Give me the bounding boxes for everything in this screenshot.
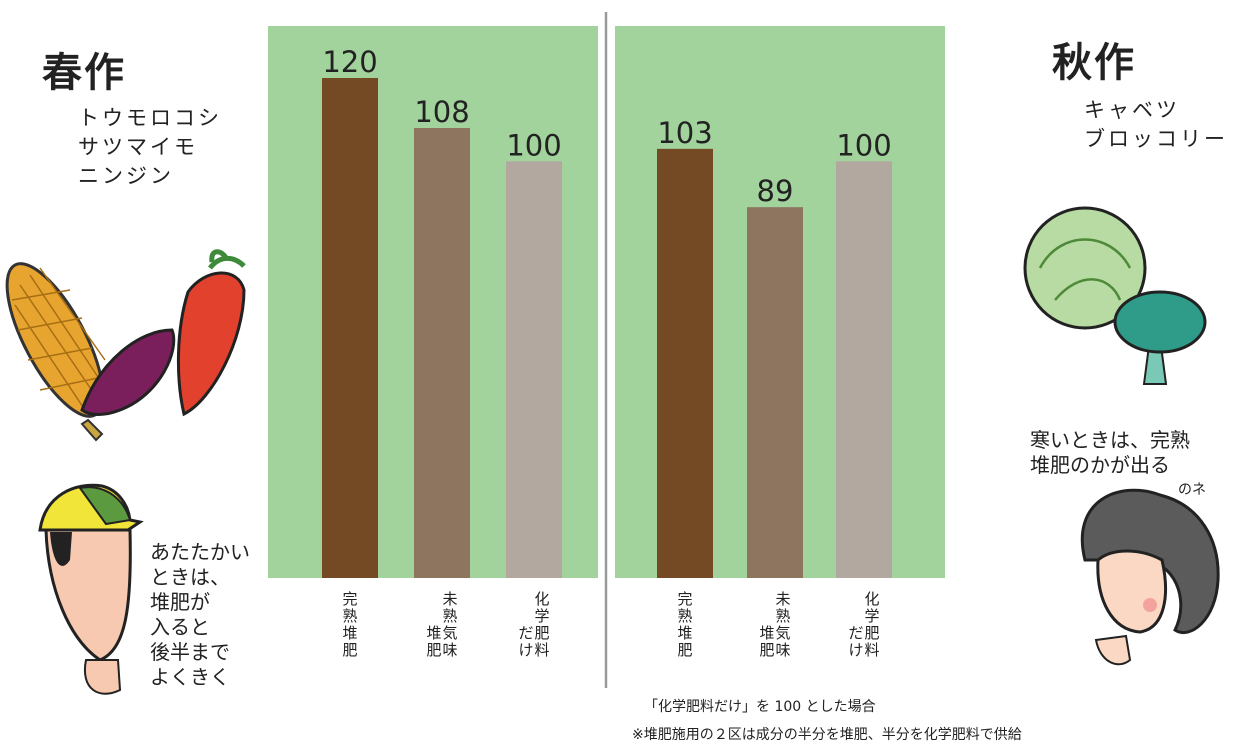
autumn-bar-2 xyxy=(747,207,803,578)
category-char: 化 xyxy=(534,590,549,608)
category-char: 熟 xyxy=(677,607,692,625)
spring-bar-1 xyxy=(322,78,378,578)
category-char: 未 xyxy=(775,590,790,608)
footnote-base: 「化学肥料だけ」を 100 とした場合 xyxy=(644,699,876,715)
category-char: け xyxy=(518,641,533,659)
autumn-crop-item: ブロッコリー xyxy=(1084,127,1228,151)
category-char: 化 xyxy=(864,590,879,608)
autumn-value-label-2: 89 xyxy=(757,174,794,208)
autumn-bar-1 xyxy=(657,148,713,579)
category-char: 熟 xyxy=(442,607,457,625)
category-char: 料 xyxy=(864,641,879,659)
category-char: 味 xyxy=(775,641,790,659)
spring-note: あたたかい ときは、 堆肥が 入ると 後半まで よくきく xyxy=(150,540,250,690)
spring-title: 春作 xyxy=(42,49,126,96)
autumn-category-label-3: 化学肥料だけ xyxy=(848,590,879,659)
autumn-bar-3 xyxy=(836,161,892,579)
carrot-icon xyxy=(176,249,246,417)
category-char: 肥 xyxy=(342,641,357,659)
category-char: だ xyxy=(518,624,533,642)
category-char: 気 xyxy=(775,624,790,642)
category-char: 完 xyxy=(342,590,357,608)
category-char: 学 xyxy=(534,607,549,625)
autumn-crop-item: キャベツ xyxy=(1084,98,1180,122)
spring-note-line: 後半まで xyxy=(150,640,230,664)
autumn-value-label-3: 100 xyxy=(836,128,891,162)
spring-note-line: 入ると xyxy=(150,615,210,639)
spring-crop-item: ニンジン xyxy=(78,164,174,188)
category-char: 料 xyxy=(534,641,549,659)
spring-category-label-3: 化学肥料だけ xyxy=(518,590,549,659)
category-char: 肥 xyxy=(677,641,692,659)
category-char: 肥 xyxy=(426,641,441,659)
spring-crop-item: トウモロコシ xyxy=(78,106,222,130)
autumn-note-line: 寒いときは、完熟 xyxy=(1030,428,1190,452)
broccoli-icon xyxy=(1113,290,1207,385)
spring-note-line: ときは、 xyxy=(150,565,230,589)
category-char: 未 xyxy=(442,590,457,608)
category-char: 堆 xyxy=(759,624,774,642)
spring-value-label-3: 100 xyxy=(506,128,561,162)
category-char: 肥 xyxy=(534,624,549,642)
autumn-note: 寒いときは、完熟 堆肥のかが出る のネ xyxy=(1030,428,1206,503)
category-char: 堆 xyxy=(426,624,441,642)
category-char: け xyxy=(848,641,863,659)
woman-illustration xyxy=(1080,488,1220,666)
category-char: 学 xyxy=(864,607,879,625)
category-char: 味 xyxy=(442,641,457,659)
autumn-note-line: 堆肥のかが出る xyxy=(1030,453,1170,477)
category-char: 肥 xyxy=(759,641,774,659)
footnote-method: ※堆肥施用の２区は成分の半分を堆肥、半分を化学肥料で供給 xyxy=(632,727,1022,743)
category-char: 堆 xyxy=(342,624,357,642)
spring-note-line: あたたかい xyxy=(150,540,250,564)
category-char: 堆 xyxy=(677,624,692,642)
category-char: だ xyxy=(848,624,863,642)
autumn-title: 秋作 xyxy=(1052,39,1136,86)
spring-crop-item: サツマイモ xyxy=(78,135,198,159)
sweet-potato-icon xyxy=(80,328,176,416)
category-char: 肥 xyxy=(864,624,879,642)
category-char: 気 xyxy=(442,624,457,642)
autumn-value-label-1: 103 xyxy=(657,116,712,150)
spring-bar-3 xyxy=(506,161,562,579)
spring-value-label-1: 120 xyxy=(322,45,377,79)
spring-note-line: よくきく xyxy=(150,665,230,689)
autumn-crop-list: キャベツ ブロッコリー xyxy=(1084,96,1228,154)
spring-crop-list: トウモロコシ サツマイモ ニンジン xyxy=(78,104,222,191)
farmer-illustration xyxy=(38,483,144,695)
spring-bar-2 xyxy=(414,128,470,578)
category-char: 完 xyxy=(677,590,692,608)
cabbage-icon xyxy=(1023,206,1147,330)
autumn-note-line: のネ xyxy=(1178,482,1206,498)
spring-value-label-2: 108 xyxy=(414,95,469,129)
spring-note-line: 堆肥が xyxy=(150,590,210,614)
category-char: 熟 xyxy=(775,607,790,625)
category-char: 熟 xyxy=(342,607,357,625)
